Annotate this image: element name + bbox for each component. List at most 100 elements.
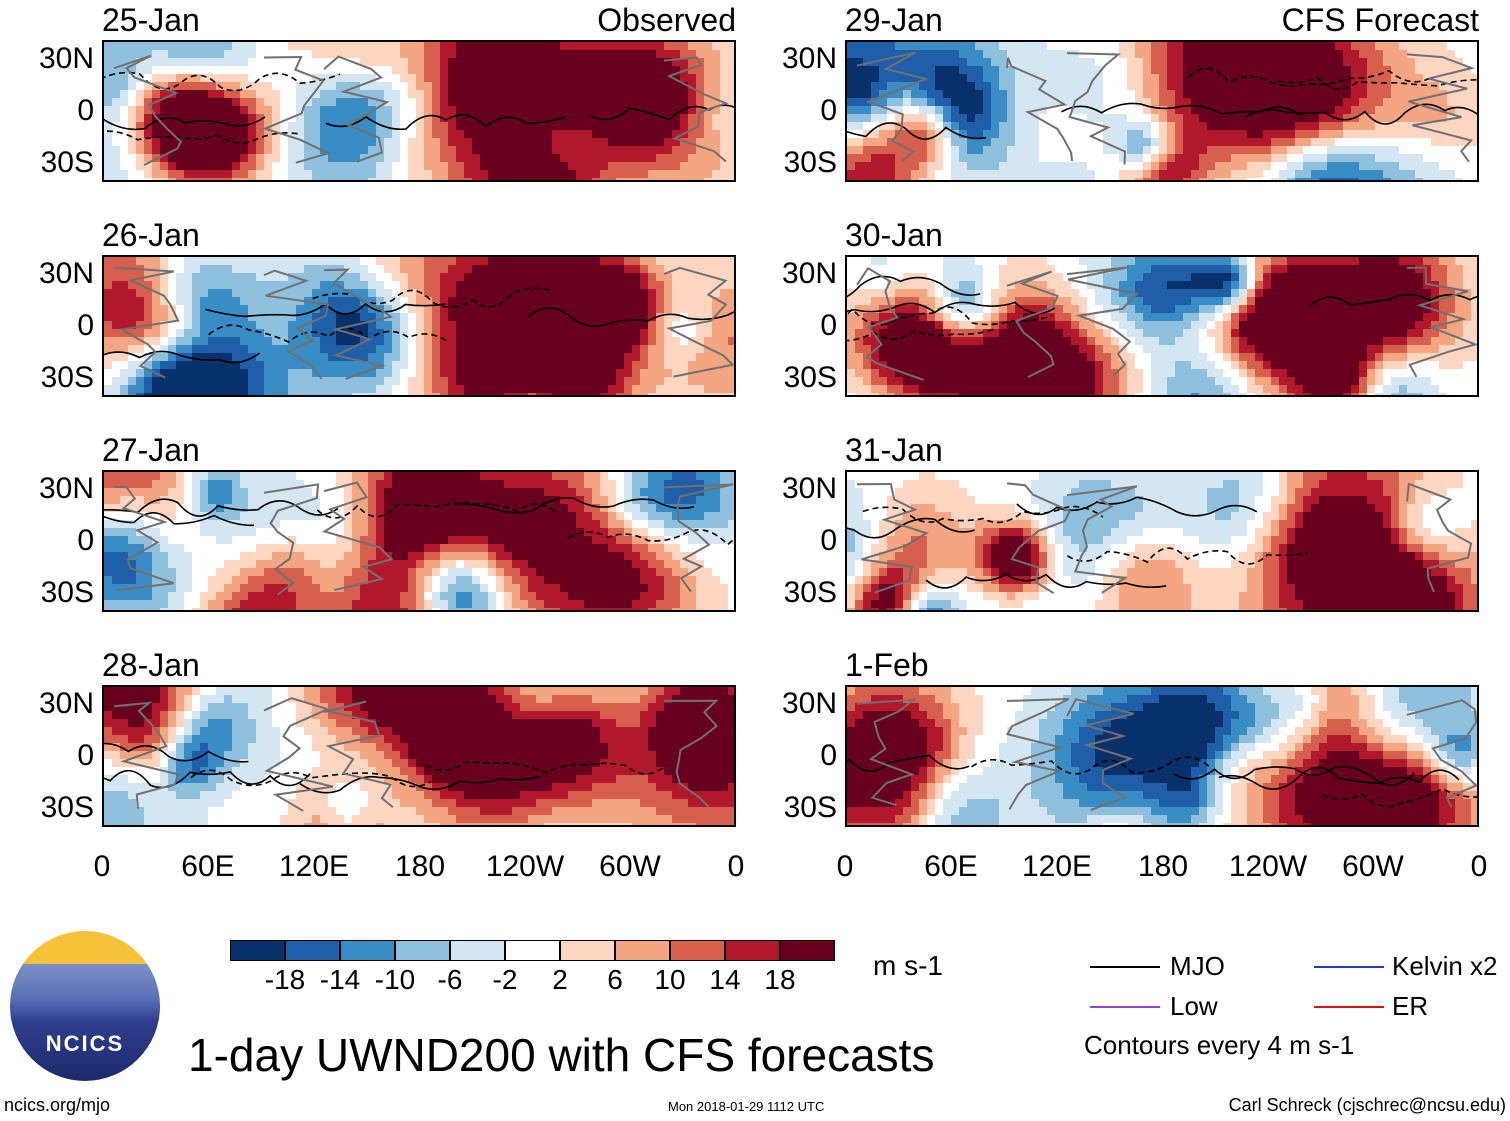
lon-tick-label: 180 xyxy=(394,850,446,883)
lon-tick-label: 60E xyxy=(924,850,978,883)
mjo-contour xyxy=(299,775,541,794)
lon-tick-label: 180 xyxy=(1137,850,1189,883)
mjo-contour xyxy=(847,328,995,342)
mjo-contour xyxy=(104,130,298,144)
lat-tick-label: 30N xyxy=(38,472,94,505)
coastline xyxy=(113,54,183,166)
colorbar-swatch xyxy=(395,940,450,961)
coastline xyxy=(323,55,390,163)
coastline xyxy=(663,483,734,593)
colorbar-tick-label: 2 xyxy=(552,964,568,995)
coastline xyxy=(663,699,719,808)
panel-date-label: 29-Jan xyxy=(845,2,943,38)
coastline xyxy=(663,266,734,378)
lat-tick-label: 0 xyxy=(820,309,837,342)
colorbar-tick-label: -2 xyxy=(492,964,518,995)
lat-tick-label: 0 xyxy=(820,524,837,557)
coastline xyxy=(113,485,174,592)
colorbar-tick-label: 14 xyxy=(709,964,741,995)
lat-tick-label: 0 xyxy=(77,524,94,557)
lon-tick-label: 60W xyxy=(599,850,661,883)
chart-title: 1-day UWND200 with CFS forecasts xyxy=(188,1029,935,1081)
mjo-contour xyxy=(104,769,311,789)
lon-tick-label: 60W xyxy=(1342,850,1404,883)
mjo-contour xyxy=(1277,76,1477,90)
colorbar-swatch xyxy=(285,940,340,961)
colorbar-swatch xyxy=(560,940,615,961)
mjo-contour xyxy=(208,324,450,343)
coastline xyxy=(323,700,394,809)
lon-tick-label: 0 xyxy=(727,850,745,883)
colorbar-tick-label: -10 xyxy=(374,964,416,995)
map-panel xyxy=(845,470,1479,612)
lat-tick-label: 30S xyxy=(783,146,837,179)
mjo-contour xyxy=(1066,547,1308,565)
coastline xyxy=(113,701,180,809)
coastline xyxy=(263,697,334,812)
lat-tick-label: 30S xyxy=(783,361,837,394)
lon-tick-label: 120W xyxy=(485,850,565,883)
legend-line-low xyxy=(1090,1006,1160,1008)
mjo-contour xyxy=(847,122,986,140)
mjo-contour xyxy=(1061,102,1303,118)
coastline xyxy=(1006,270,1059,378)
lat-tick-label: 30N xyxy=(781,687,837,720)
coastline xyxy=(1406,266,1477,378)
coastline xyxy=(856,266,924,381)
mjo-contour xyxy=(1174,765,1416,786)
legend-label: MJO xyxy=(1170,951,1225,981)
coastline xyxy=(113,266,180,379)
coastline xyxy=(1066,698,1134,812)
coastline xyxy=(663,56,729,163)
lat-tick-label: 30S xyxy=(40,146,94,179)
lat-tick-label: 30N xyxy=(38,42,94,75)
panel-date-label: 25-Jan xyxy=(102,2,200,38)
mjo-contour xyxy=(862,505,1104,524)
lon-tick-label: 120W xyxy=(1228,850,1308,883)
legend-label: Kelvin x2 xyxy=(1392,951,1498,981)
coastline xyxy=(322,481,394,592)
footer-url[interactable]: ncics.org/mjo xyxy=(4,1095,111,1115)
anomaly-field xyxy=(847,42,1477,180)
mjo-contour xyxy=(104,742,249,763)
colorbar-swatch xyxy=(505,940,560,961)
map-panel xyxy=(845,255,1479,397)
mjo-contour xyxy=(567,529,734,546)
lat-tick-label: 30N xyxy=(781,42,837,75)
mjo-contour xyxy=(1016,496,1258,517)
logo-text: NCICS xyxy=(45,1031,125,1056)
colorbar-tick-label: 6 xyxy=(607,964,623,995)
lat-tick-label: 30N xyxy=(781,472,837,505)
mjo-contour xyxy=(1188,67,1430,87)
coastline xyxy=(263,483,320,596)
map-panel xyxy=(845,40,1479,182)
legend-line-mjo xyxy=(1090,966,1160,968)
coastline xyxy=(1006,482,1072,595)
lat-tick-label: 30S xyxy=(40,576,94,609)
mjo-contour xyxy=(1309,293,1477,307)
coastline xyxy=(1066,266,1139,377)
panel-date-label: 31-Jan xyxy=(845,432,943,468)
mjo-contour xyxy=(527,307,734,328)
colorbar-tick-label: 10 xyxy=(654,964,686,995)
coastline xyxy=(263,269,330,380)
ncics-logo: NCICS xyxy=(10,931,160,1081)
colorbar-swatch xyxy=(670,940,725,961)
colorbar-swatch xyxy=(340,940,395,961)
lat-tick-label: 30S xyxy=(783,791,837,824)
lat-tick-label: 0 xyxy=(77,94,94,127)
coastline xyxy=(1005,697,1070,810)
mjo-contour xyxy=(847,306,1053,326)
mjo-contour xyxy=(925,573,1167,589)
lat-tick-label: 30S xyxy=(40,361,94,394)
mjo-contour xyxy=(847,301,1056,314)
mjo-contour xyxy=(325,114,567,131)
panel-date-label: 1-Feb xyxy=(845,647,929,683)
anomaly-field xyxy=(104,257,734,395)
colorbar-tick-label: -6 xyxy=(437,964,463,995)
mjo-contour xyxy=(453,496,695,514)
mjo-contour xyxy=(104,350,260,364)
mjo-contour xyxy=(971,756,1213,775)
anomaly-field xyxy=(847,472,1477,610)
map-panel xyxy=(102,40,736,182)
